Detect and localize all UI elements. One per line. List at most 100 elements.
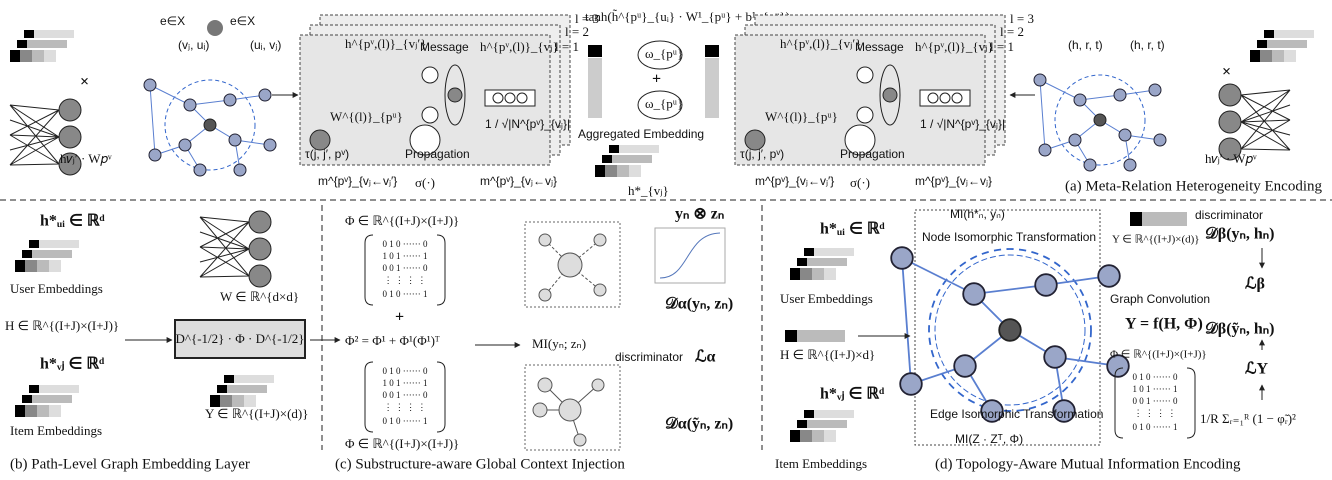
embedding	[15, 385, 79, 417]
label: l = 3	[1010, 11, 1034, 26]
plot	[655, 228, 725, 283]
matrix	[1115, 368, 1195, 438]
label: 1 / √|N^{pᵛ}_{vⱼ}|	[485, 117, 570, 131]
label: ℒY	[1245, 361, 1269, 378]
label: τ(j, j′, pᵛ)	[305, 147, 349, 161]
times: ×	[1222, 64, 1231, 81]
label: User Embeddings	[10, 281, 103, 296]
label: m^{pᵛ}_{vⱼ←vⱼ′}	[755, 174, 834, 188]
caption: (a) Meta-Relation Heterogeneity Encoding	[1065, 178, 1322, 194]
label: 1/R Σᵣ₌₁ᴿ (1 − φ̃ᵣ)²	[1200, 411, 1296, 426]
label: (uᵢ, vⱼ)	[250, 38, 281, 52]
block	[785, 330, 797, 342]
label: σ(·)	[415, 175, 435, 190]
label: discriminator	[615, 350, 683, 364]
label: Φ ∈ ℝ^{(I+J)×(I+J)}	[345, 213, 459, 228]
label: Y ∈ ℝ^{(I+J)×(d)}	[205, 406, 308, 421]
label: τ(j, j′, pᵛ)	[740, 147, 784, 161]
label: l = 2	[1000, 24, 1024, 39]
label: m^{pᵛ}_{vⱼ←vⱼ}	[915, 174, 992, 188]
label: h𝑣ⱼ′ · W𝑝ᵛ	[1205, 151, 1257, 166]
embedding	[10, 30, 74, 62]
block	[797, 330, 845, 342]
label: ω_{pᵘ}	[645, 46, 683, 61]
label: Item Embeddings	[10, 423, 102, 438]
label: Φ ∈ ℝ^{(I+J)×(I+J)}	[1110, 349, 1207, 361]
embedding	[15, 240, 79, 272]
label: MI(Z · Zᵀ, Φ)	[955, 432, 1023, 446]
subgraph	[533, 378, 604, 446]
block	[705, 58, 719, 118]
matrix	[365, 235, 445, 305]
label: h^{pᵛ,(l)}_{vⱼ}	[480, 39, 559, 54]
caption: (b) Path-Level Graph Embedding Layer	[10, 456, 250, 472]
panel	[300, 15, 570, 165]
network	[1219, 84, 1290, 160]
label: e∈X	[160, 14, 185, 28]
diagram: 0 1 0 ······ 01 0 1 ······ 10 0 1 ······…	[0, 0, 1332, 480]
embedding	[1250, 30, 1314, 62]
block	[1142, 212, 1187, 226]
graph	[144, 79, 276, 176]
label: User Embeddings	[780, 291, 873, 306]
label: Propagation	[840, 147, 905, 161]
label: Graph Convolution	[1110, 292, 1210, 306]
label: σ(·)	[850, 175, 870, 190]
label: ℒα	[695, 349, 716, 366]
label: Message	[420, 40, 469, 54]
panel	[735, 15, 1005, 165]
label: h*_{vⱼ}	[628, 183, 669, 198]
caption: (d) Topology-Aware Mutual Information En…	[935, 456, 1241, 472]
label: h*ᵤᵢ ∈ ℝᵈ	[820, 221, 886, 238]
label: ω_{pᵘ}	[645, 96, 683, 111]
label: Aggregated Embedding	[578, 127, 704, 141]
label: W ∈ ℝ^{d×d}	[220, 289, 299, 304]
graph	[891, 247, 1129, 422]
label: MI(h*ₙ, yₙ)	[950, 207, 1005, 221]
label: D^{-1/2} · Φ · D^{-1/2}	[176, 331, 305, 346]
label: l = 1	[555, 39, 579, 54]
embedding	[790, 248, 854, 280]
label: W^{(l)}_{pᵘ}	[765, 109, 838, 124]
label: h*ᵥⱼ ∈ ℝᵈ	[820, 386, 885, 403]
label: m^{pᵛ}_{vⱼ←vⱼ}	[480, 174, 557, 188]
label: H ∈ ℝ^{(I+J)×(I+J)}	[5, 318, 119, 333]
times: ×	[80, 74, 89, 91]
caption: (c) Substructure-aware Global Context In…	[335, 456, 625, 472]
plus: +	[395, 309, 404, 326]
graph	[1034, 74, 1166, 171]
label: discriminator	[1195, 208, 1263, 222]
label: 𝒟α(ỹₙ, zₙ)	[665, 416, 733, 433]
label: (h, r, t)	[1068, 38, 1103, 52]
user-icon	[207, 20, 223, 36]
label: h^{pᵛ,(l)}_{vⱼ′}	[345, 36, 427, 51]
block	[588, 45, 602, 57]
label: ℒβ	[1245, 276, 1265, 293]
label: (h, r, t)	[1130, 38, 1165, 52]
block	[588, 58, 602, 118]
label: Φ ∈ ℝ^{(I+J)×(I+J)}	[345, 436, 459, 451]
page: 0 1 0 ······ 01 0 1 ······ 10 0 1 ······…	[0, 0, 1332, 480]
label: 𝒟α(yₙ, zₙ)	[665, 296, 733, 313]
label: h*ᵤᵢ ∈ ℝᵈ	[40, 213, 106, 230]
label: MI(yₙ; zₙ)	[532, 336, 586, 351]
label: (vⱼ, uᵢ)	[178, 38, 209, 52]
label: Φ² = Φ¹ + Φ¹(Φ¹)ᵀ	[345, 333, 440, 348]
block	[1130, 212, 1142, 226]
label: Y ∈ ℝ^{(I+J)×(d)}	[1112, 234, 1200, 246]
embedding	[790, 410, 854, 442]
label: 1 / √|N^{pᵛ}_{vⱼ}|	[920, 117, 1005, 131]
label: h^{pᵛ,(l)}_{vⱼ}	[915, 39, 994, 54]
label: h^{pᵛ,(l)}_{vⱼ′}	[780, 36, 862, 51]
label: m^{pᵛ}_{vⱼ←vⱼ′}	[318, 174, 397, 188]
matrix	[365, 362, 445, 432]
network	[200, 211, 271, 287]
embedding	[210, 375, 274, 407]
label: l = 2	[565, 24, 589, 39]
label: Edge Isomorphic Transformation	[930, 407, 1103, 421]
label: h*ᵥⱼ ∈ ℝᵈ	[40, 356, 105, 373]
label: yₙ ⊗ zₙ	[675, 206, 724, 223]
label: Item Embeddings	[775, 456, 867, 471]
label: Message	[855, 40, 904, 54]
label: e∈X	[230, 14, 255, 28]
